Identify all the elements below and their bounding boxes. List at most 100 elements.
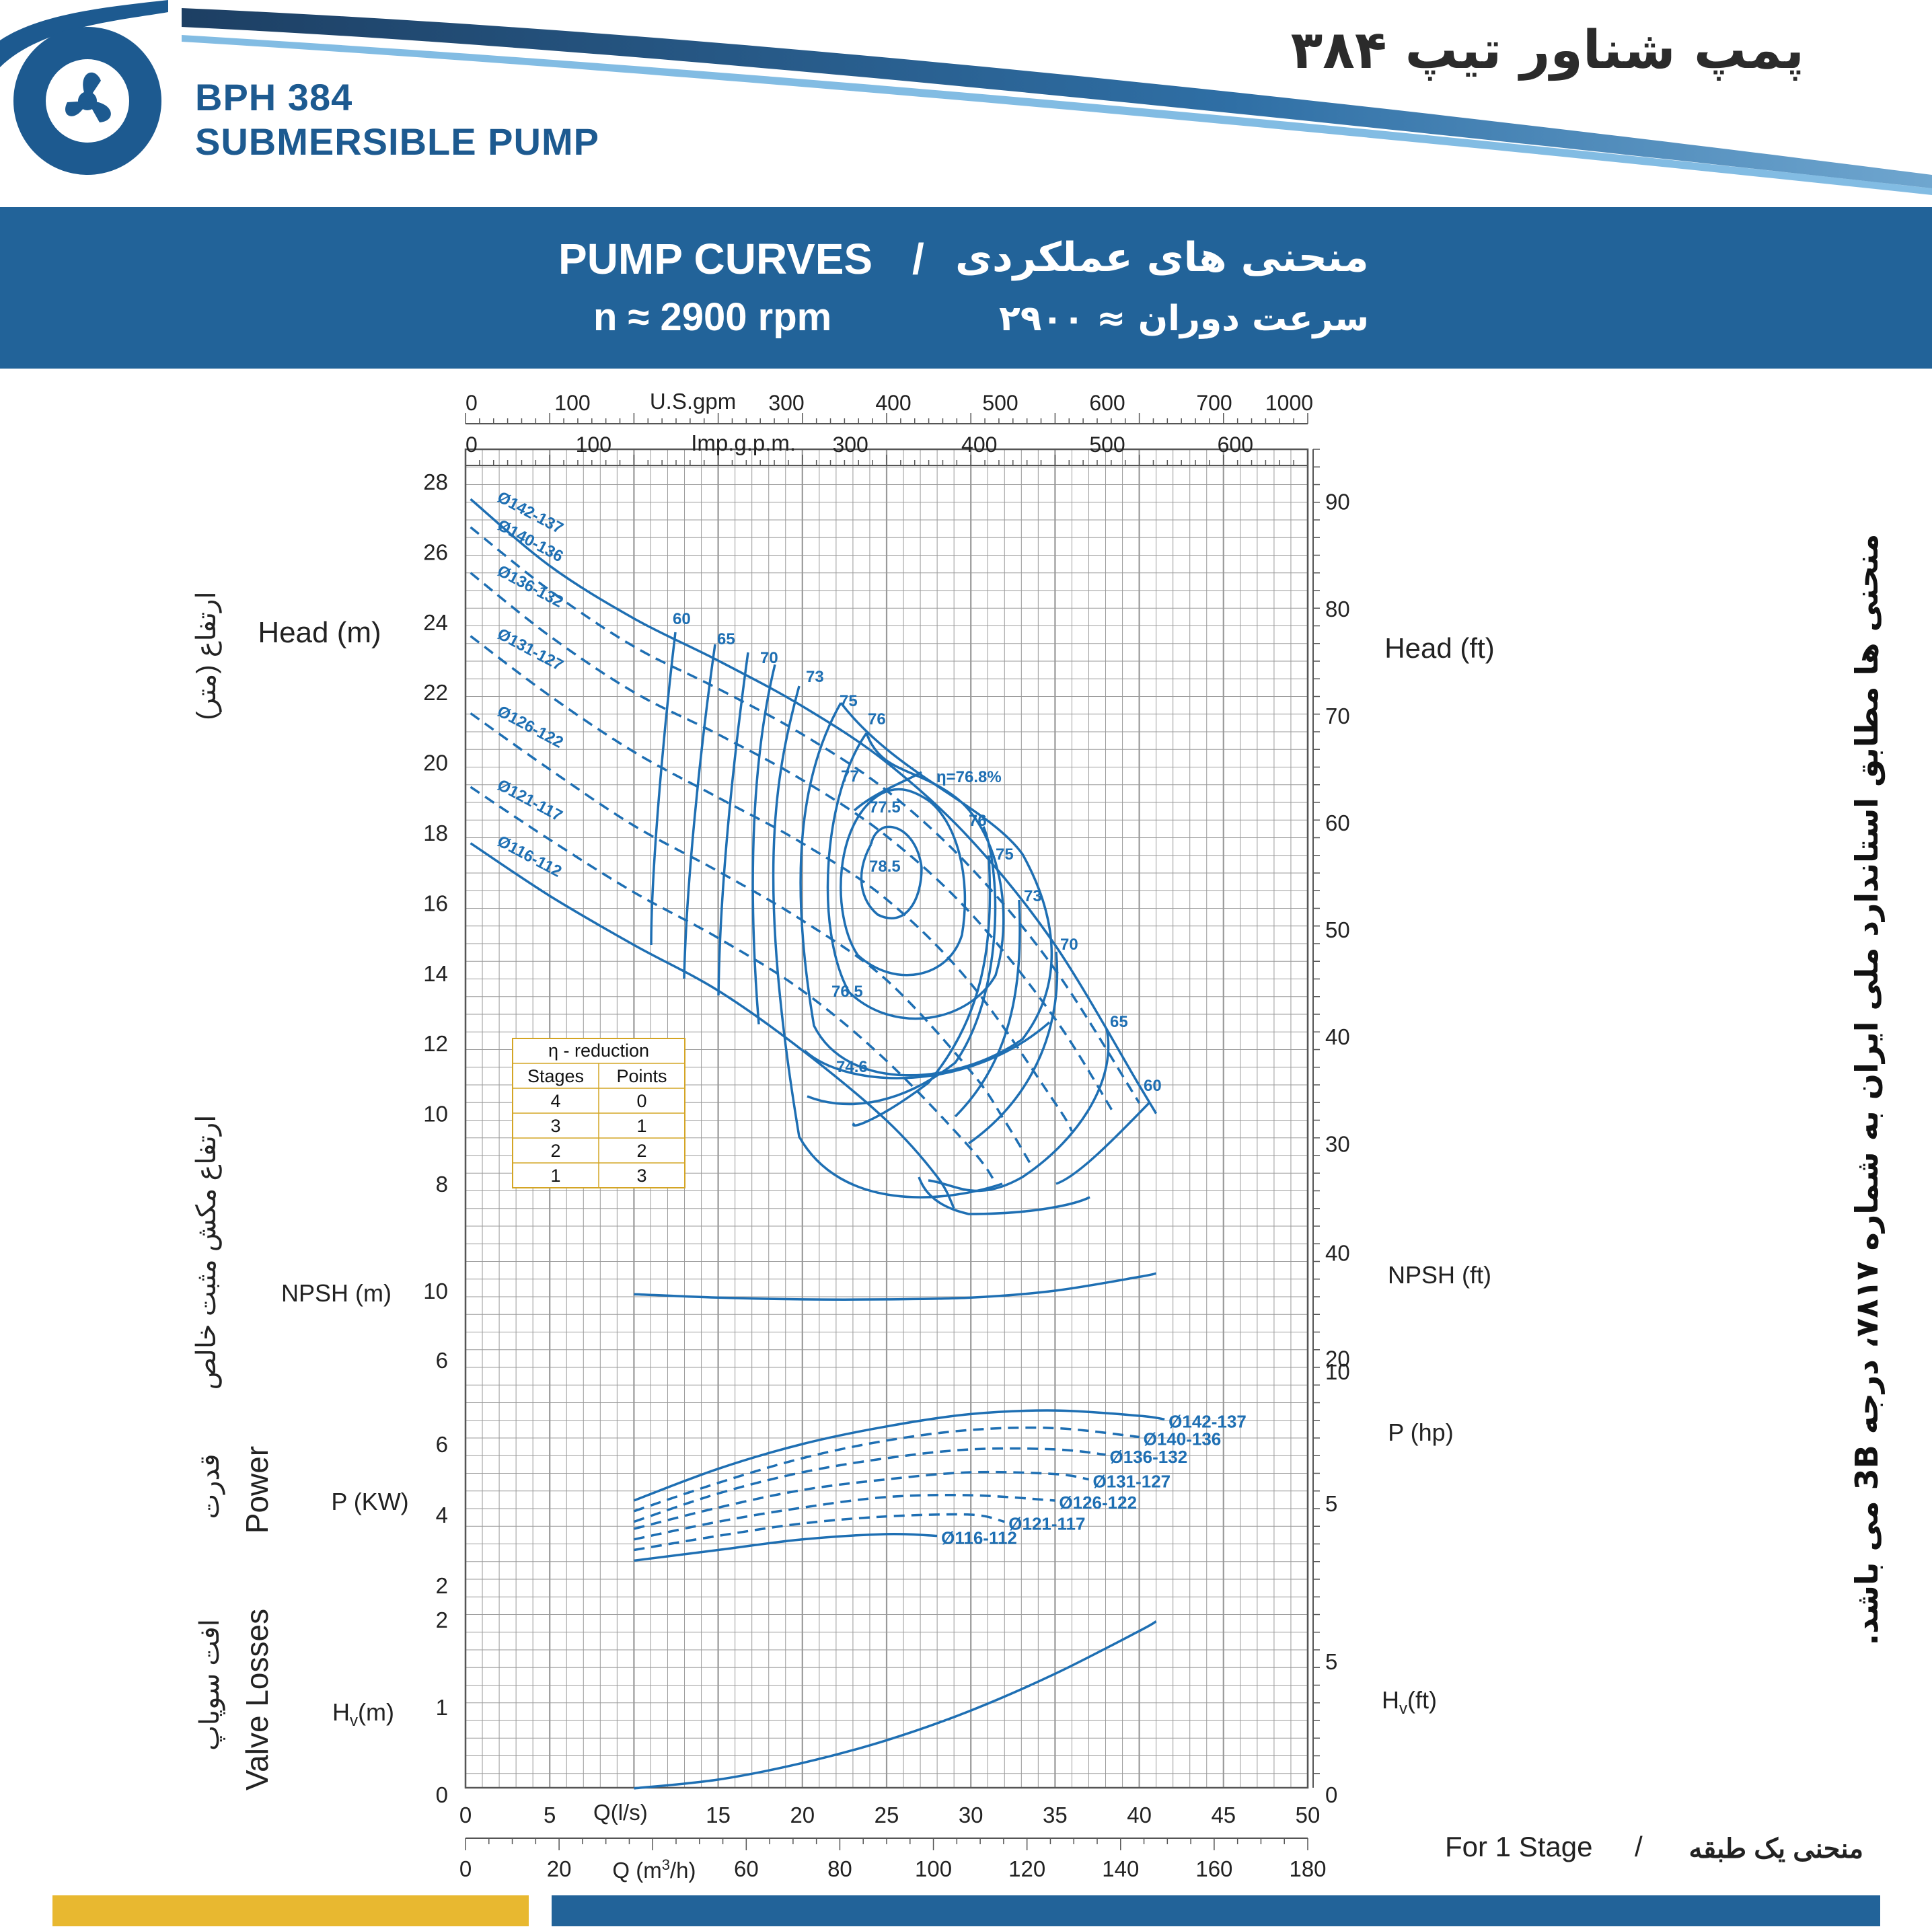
q-ls-tick-label: 35: [1043, 1803, 1068, 1827]
left-tick-label: 4: [436, 1503, 448, 1527]
reduction-table-header: Points: [616, 1066, 667, 1086]
impgpm-tick-label: 500: [1089, 432, 1125, 457]
chart-curves: [470, 498, 1165, 1790]
efficiency-contour: [650, 632, 677, 946]
efficiency-contour: [853, 771, 922, 812]
impgpm-tick-label: 300: [832, 432, 868, 457]
npsh-m-label: NPSH (m): [281, 1279, 392, 1307]
power-curve-label: Ø142-137: [1168, 1411, 1247, 1431]
left-tick-label: 0: [436, 1782, 448, 1807]
efficiency-label: 65: [717, 630, 735, 648]
q-ls-axis-label: Q(l/s): [593, 1800, 648, 1825]
q-ls-tick-label: 50: [1296, 1803, 1321, 1827]
band-title-en: PUMP CURVES: [558, 235, 873, 283]
title-band: PUMP CURVES / منحنی های عملکردی n ≈ 2900…: [0, 207, 1932, 369]
right-tick-label: 80: [1325, 597, 1350, 621]
impgpm-tick-label: 400: [961, 432, 997, 457]
efficiency-label: 78.5: [869, 858, 901, 876]
usgpm-axis-label: U.S.gpm: [650, 389, 736, 414]
hv-m-label: Hv(m): [332, 1698, 394, 1730]
efficiency-label: 70: [760, 649, 778, 667]
efficiency-label: 75: [996, 845, 1014, 864]
q-m3h-axis-label: Q (m3/h): [612, 1856, 696, 1883]
head-curve-Ø116-112: [470, 842, 955, 1209]
reduction-table-cell: 2: [636, 1141, 646, 1161]
head-curve-Ø121-117: [470, 786, 998, 1185]
right-tick-label: 70: [1325, 704, 1350, 728]
hv-ft-label: Hv(ft): [1382, 1686, 1437, 1718]
valve-en-label: Valve Losses: [239, 1609, 274, 1790]
head-m-label: Head (m): [258, 616, 381, 649]
efficiency-label: 65: [1110, 1013, 1128, 1031]
p-hp-label: P (hp): [1388, 1418, 1453, 1446]
left-tick-label: 10: [423, 1102, 448, 1127]
efficiency-contour: [918, 1176, 1090, 1215]
usgpm-tick-label: 600: [1089, 391, 1125, 415]
q-ls-tick-label: 20: [790, 1803, 815, 1827]
q-ls-tick-label: 5: [544, 1803, 556, 1827]
left-tick-label: 6: [436, 1432, 448, 1457]
q-m3h-tick-label: 180: [1289, 1856, 1326, 1881]
head-curve-label: Ø131-127: [494, 625, 566, 675]
npsh-curve: [634, 1272, 1156, 1301]
q-m3h-tick-label: 60: [734, 1856, 759, 1881]
reduction-table-cell: 3: [636, 1166, 646, 1186]
efficiency-contour: [826, 732, 1005, 1020]
head-curve-label: Ø116-112: [494, 832, 565, 881]
right-tick-label: 5: [1325, 1649, 1337, 1674]
left-tick-label: 22: [423, 680, 448, 705]
power-curve-Ø121-117: [634, 1513, 1005, 1552]
usgpm-tick-label: 700: [1196, 391, 1232, 415]
efficiency-contour: [751, 664, 776, 1025]
speed-fa: سرعت دوران ≈ ۲۹۰۰: [999, 299, 1370, 339]
efficiency-label: 75: [840, 692, 858, 710]
efficiency-contour: [807, 826, 997, 1106]
power-en-label: Power: [239, 1446, 274, 1534]
efficiency-contour: [928, 1028, 1110, 1192]
efficiency-label: 74.6: [836, 1058, 868, 1076]
header-swoosh: [182, 8, 1932, 195]
impgpm-tick-label: 100: [576, 432, 611, 457]
q-ls-tick-label: 15: [706, 1803, 731, 1827]
q-m3h-tick-label: 80: [827, 1856, 852, 1881]
footer-note-fa: منحنی یک طبقه: [1689, 1834, 1863, 1864]
efficiency-contour: [852, 855, 992, 1127]
left-tick-label: 10: [423, 1279, 448, 1303]
efficiency-label: 76.5: [831, 983, 863, 1001]
product-subtitle: SUBMERSIBLE PUMP: [195, 120, 599, 163]
usgpm-tick-label: 300: [768, 391, 804, 415]
usgpm-tick-label: 500: [982, 391, 1018, 415]
left-tick-label: 26: [423, 539, 448, 564]
reduction-table-cell: 1: [636, 1116, 646, 1136]
valve-fa-label: افت سوپاپ: [195, 1619, 225, 1751]
right-tick-label: 60: [1325, 810, 1350, 835]
left-tick-label: 16: [423, 891, 448, 915]
q-m3h-tick-label: 0: [459, 1856, 472, 1881]
left-tick-label: 2: [436, 1573, 448, 1598]
efficiency-contour: [1055, 1102, 1150, 1185]
q-m3h-tick-label: 100: [915, 1856, 952, 1881]
efficiency-contour: [860, 825, 923, 919]
q-ls-tick-label: 45: [1211, 1803, 1236, 1827]
right-tick-label: 5: [1325, 1491, 1337, 1516]
reduction-table-cell: 0: [636, 1091, 646, 1111]
usgpm-tick-label: 1000: [1265, 391, 1313, 415]
power-curve-label: Ø121-117: [1008, 1514, 1085, 1534]
head-curve-Ø142-137: [470, 498, 1158, 1114]
q-m3h-tick-label: 140: [1102, 1856, 1139, 1881]
head-m-fa-label: ارتفاع (متر): [192, 591, 222, 720]
efficiency-label: 77: [841, 767, 859, 786]
impgpm-axis-label: Imp.g.p.m.: [691, 430, 796, 455]
power-curve-Ø140-136: [633, 1426, 1140, 1513]
efficiency-contour: [683, 644, 716, 979]
left-tick-label: 20: [423, 751, 448, 775]
efficiency-contour: [967, 951, 1059, 1145]
p-kw-label: P (KW): [331, 1488, 408, 1515]
reduction-table-header: Stages: [527, 1066, 584, 1086]
left-tick-label: 28: [423, 469, 448, 494]
efficiency-contour: [803, 1021, 1051, 1080]
right-tick-label: 40: [1325, 1024, 1350, 1049]
efficiency-label: 60: [673, 610, 691, 628]
valve-loss-curve: [634, 1620, 1157, 1790]
efficiency-label: 73: [1024, 887, 1042, 905]
